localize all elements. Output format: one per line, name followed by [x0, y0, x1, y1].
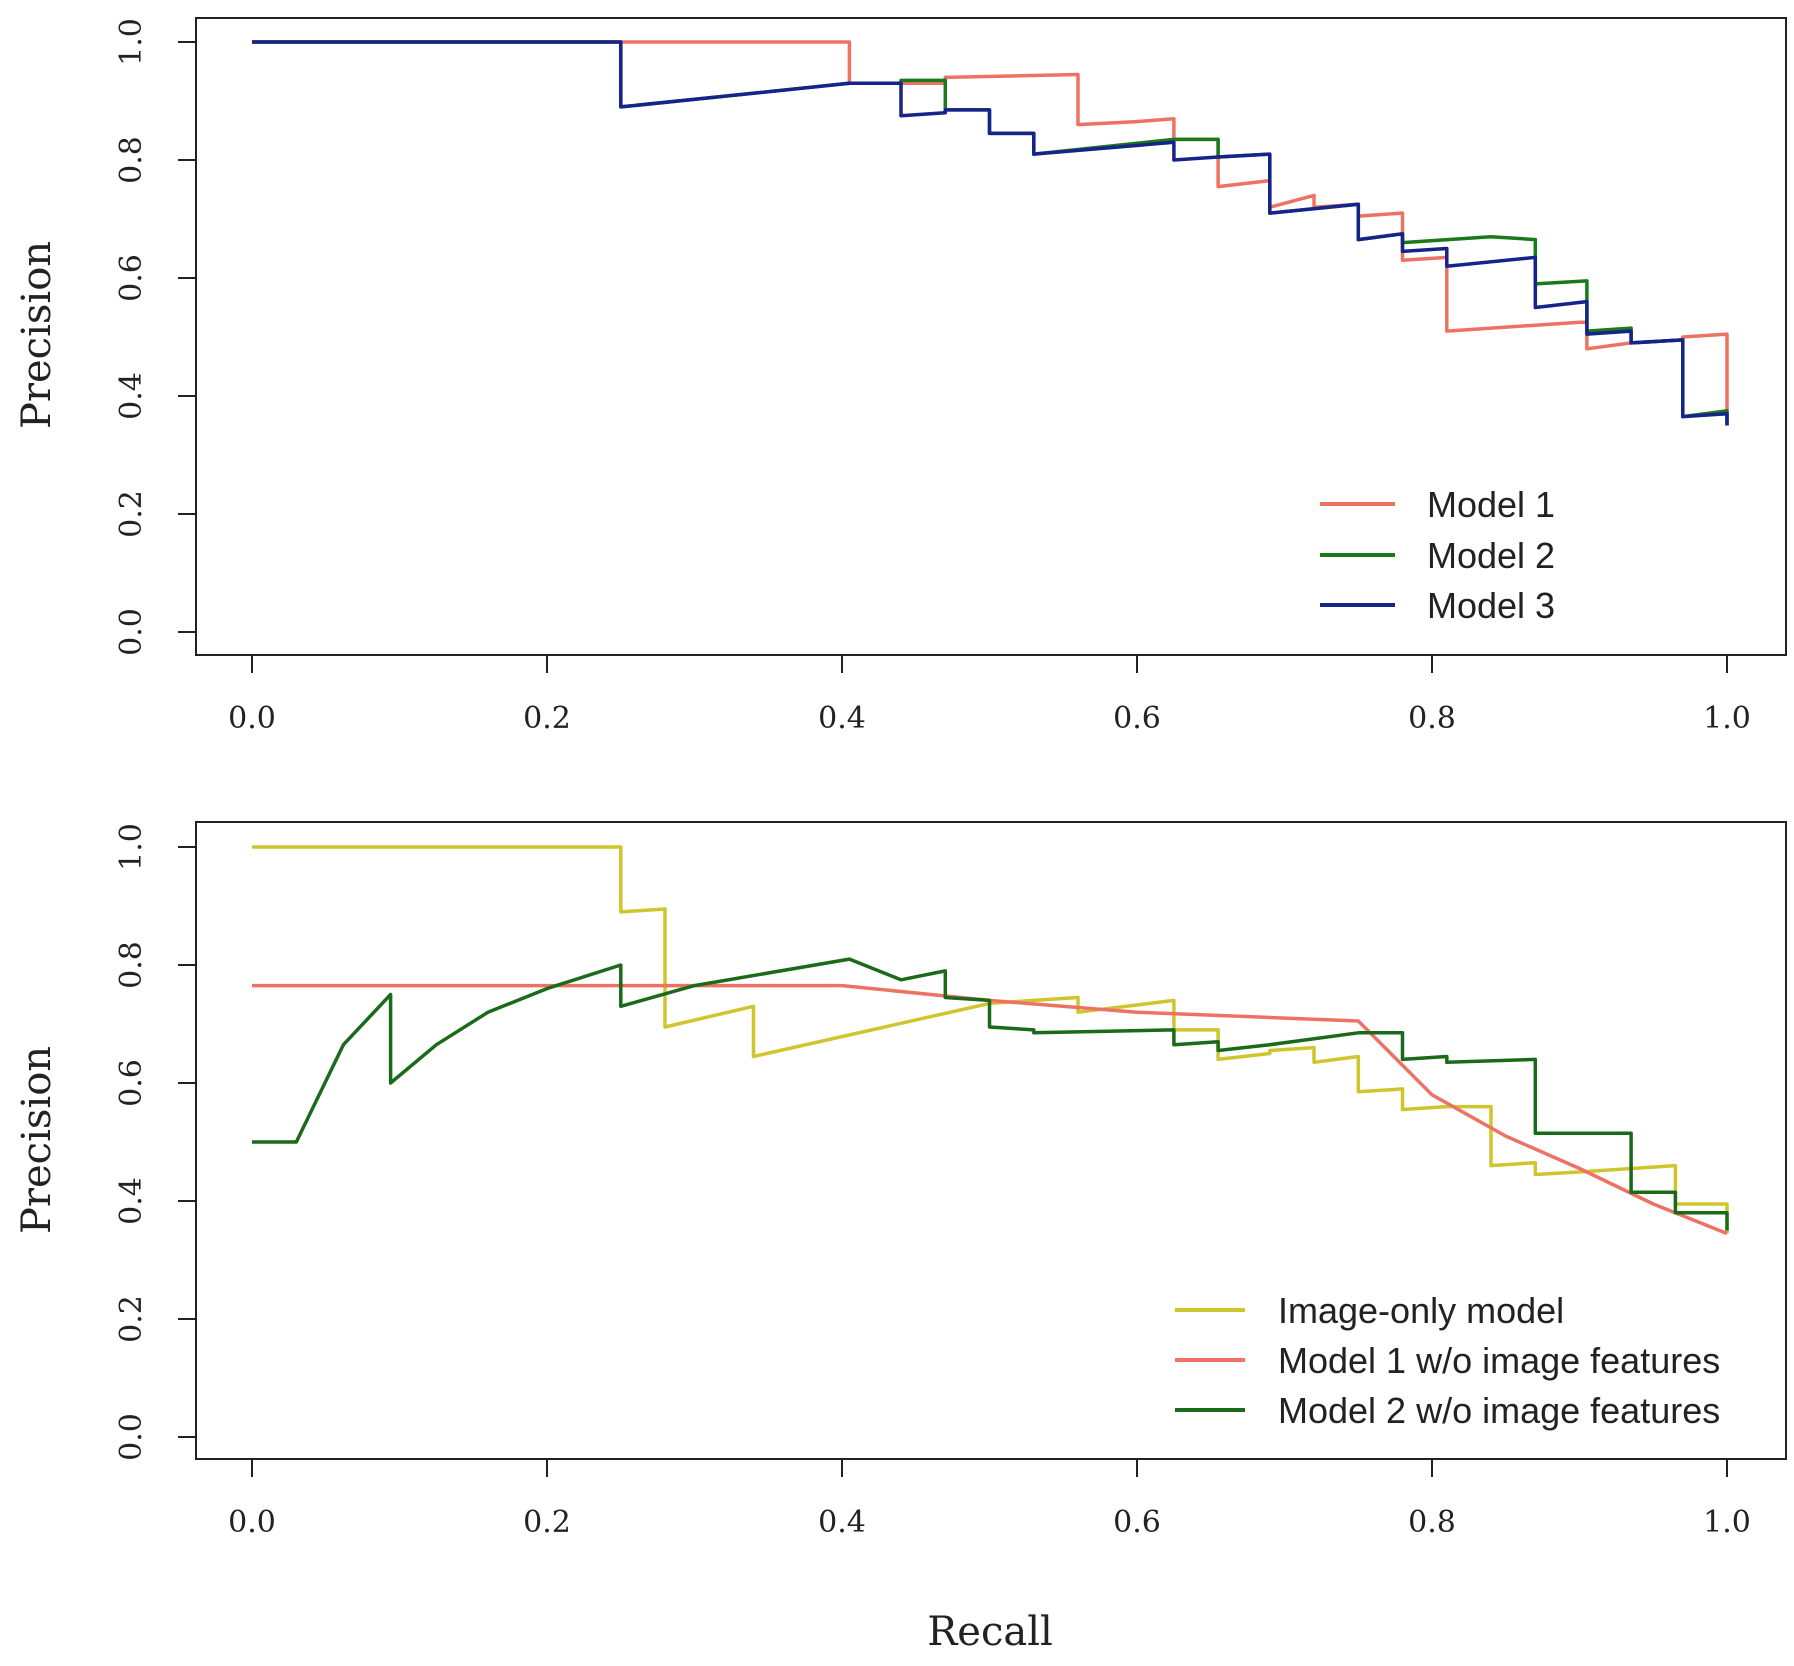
top-series-model-2 [252, 40, 1729, 426]
bottom-series-image-only-model [252, 845, 1729, 1234]
top-x-tick-label: 0.0 [228, 701, 276, 736]
bottom-series-group [252, 845, 1729, 1236]
top-legend: Model 1 Model 2 Model 3 [1320, 484, 1555, 626]
bottom-x-tick-label: 0.2 [523, 1505, 571, 1540]
bottom-x-tick-label: 0.4 [818, 1505, 866, 1540]
top-x-tick-label: 0.8 [1408, 701, 1456, 736]
bottom-series-model-1-w-o-image-features [252, 983, 1728, 1236]
bottom-series-model-2-w-o-image-features [252, 957, 1729, 1231]
bottom-y-tick-label: 0.8 [114, 941, 149, 989]
bottom-x-axis: 0.0 0.2 0.4 0.6 0.8 1.0 [228, 1459, 1751, 1540]
bottom-y-tick-label: 0.2 [114, 1295, 149, 1343]
top-x-tick-label: 0.2 [523, 701, 571, 736]
bottom-y-tick-label: 0.4 [114, 1177, 149, 1225]
bottom-x-tick-label: 1.0 [1703, 1505, 1751, 1540]
top-panel: 0.0 0.2 0.4 0.6 0.8 1.0 0.0 0.2 0.4 0.6 0.8 1.0 Pr… [14, 17, 1787, 736]
bottom-y-tick-label: 0.6 [114, 1059, 149, 1107]
bottom-x-tick-label: 0.0 [228, 1505, 276, 1540]
legend-label-model-1-wo: Model 1 w/o image features [1278, 1340, 1720, 1381]
bottom-panel: 0.0 0.2 0.4 0.6 0.8 1.0 0.0 0.2 0.4 0.6 0.8 1.0 Pr… [14, 821, 1787, 1540]
bottom-x-tick-label: 0.6 [1113, 1505, 1161, 1540]
bottom-y-axis-title: Precision [14, 1046, 60, 1234]
top-y-axis: 0.0 0.2 0.4 0.6 0.8 1.0 [114, 18, 196, 656]
top-y-tick-label: 0.0 [114, 608, 149, 656]
top-y-axis-title: Precision [14, 241, 60, 429]
top-y-tick-label: 0.8 [114, 136, 149, 184]
top-x-tick-label: 0.4 [818, 701, 866, 736]
bottom-x-tick-label: 0.8 [1408, 1505, 1456, 1540]
bottom-legend: Image-only model Model 1 w/o image featu… [1175, 1290, 1720, 1431]
legend-label-model-2: Model 2 [1427, 535, 1555, 576]
top-y-tick-label: 0.6 [114, 254, 149, 302]
top-plot-frame [195, 17, 1787, 656]
top-series-model-1 [252, 40, 1729, 423]
x-axis-title: Recall [927, 1609, 1053, 1655]
bottom-plot-frame [195, 821, 1787, 1460]
top-y-tick-label: 0.4 [114, 372, 149, 420]
top-y-tick-label: 0.2 [114, 490, 149, 538]
legend-label-model-3: Model 3 [1427, 585, 1555, 626]
top-x-tick-label: 0.6 [1113, 701, 1161, 736]
legend-label-image-only: Image-only model [1278, 1290, 1564, 1331]
legend-label-model-1: Model 1 [1427, 484, 1555, 525]
bottom-y-tick-label: 0.0 [114, 1413, 149, 1461]
top-x-tick-label: 1.0 [1703, 701, 1751, 736]
bottom-y-axis: 0.0 0.2 0.4 0.6 0.8 1.0 [114, 823, 196, 1461]
top-series-model-3 [252, 40, 1729, 426]
top-x-axis: 0.0 0.2 0.4 0.6 0.8 1.0 [228, 655, 1751, 736]
top-y-tick-label: 1.0 [114, 18, 149, 66]
top-series-group [252, 40, 1729, 426]
legend-label-model-2-wo: Model 2 w/o image features [1278, 1390, 1720, 1431]
bottom-y-tick-label: 1.0 [114, 823, 149, 871]
